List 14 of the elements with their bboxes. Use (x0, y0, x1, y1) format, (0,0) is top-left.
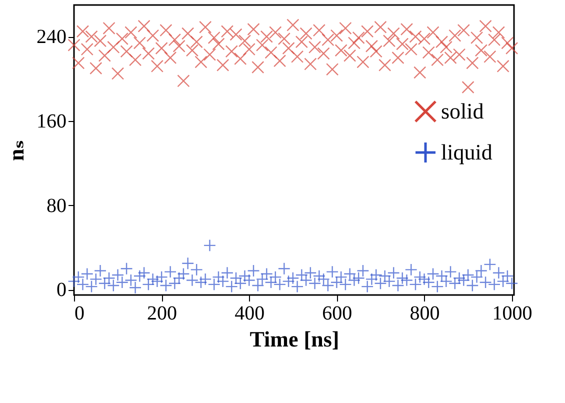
x-tick-label: 0 (74, 302, 84, 324)
y-tick-label: 80 (46, 194, 66, 217)
x-tick-label: 1000 (492, 302, 532, 324)
x-tick-label: 400 (234, 302, 265, 324)
y-tick-label: 240 (36, 26, 66, 48)
x-tick-label: 600 (322, 302, 352, 324)
y-tick-label: 0 (56, 279, 66, 302)
x-tick-label: 800 (410, 302, 440, 324)
y-tick-label: 160 (36, 110, 66, 132)
y-axis-title: nₛ (4, 140, 28, 161)
legend-label: liquid (441, 140, 492, 164)
x-axis-title: Time [ns] (250, 326, 340, 352)
x-tick-label: 200 (147, 302, 178, 324)
legend-label: solid (441, 98, 484, 124)
